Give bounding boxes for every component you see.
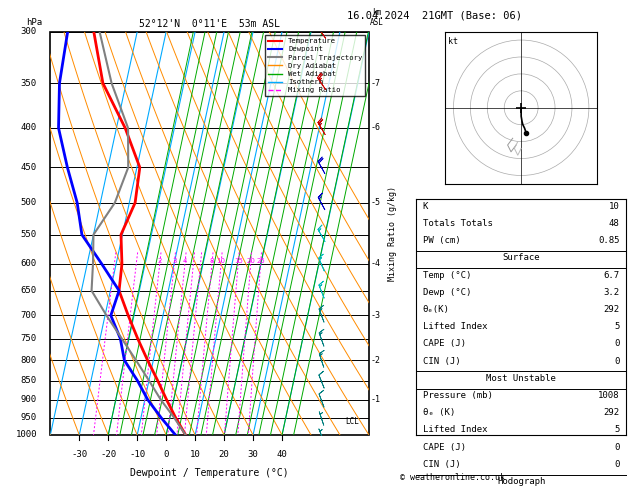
Text: 350: 350 <box>21 79 37 88</box>
Text: 450: 450 <box>21 163 37 172</box>
Text: Hodograph: Hodograph <box>497 477 545 486</box>
Text: 0.85: 0.85 <box>598 236 620 245</box>
Text: 0: 0 <box>614 443 620 451</box>
Text: 30: 30 <box>248 451 259 459</box>
Text: 8: 8 <box>209 258 214 264</box>
Text: 10: 10 <box>216 258 226 264</box>
Text: 20: 20 <box>219 451 230 459</box>
Text: 20: 20 <box>246 258 255 264</box>
Text: CAPE (J): CAPE (J) <box>423 443 465 451</box>
Text: 5: 5 <box>614 425 620 434</box>
Text: -3: -3 <box>370 311 381 320</box>
Text: 48: 48 <box>609 219 620 228</box>
Text: 750: 750 <box>21 334 37 343</box>
Text: 2: 2 <box>157 258 162 264</box>
Text: Dewp (°C): Dewp (°C) <box>423 288 471 297</box>
Text: Totals Totals: Totals Totals <box>423 219 493 228</box>
Text: θₑ(K): θₑ(K) <box>423 305 450 314</box>
Text: -2: -2 <box>370 356 381 364</box>
Text: Pressure (mb): Pressure (mb) <box>423 391 493 400</box>
Text: Lifted Index: Lifted Index <box>423 425 487 434</box>
Text: 550: 550 <box>21 230 37 239</box>
Text: 16.04.2024  21GMT (Base: 06): 16.04.2024 21GMT (Base: 06) <box>347 11 521 20</box>
Text: 5: 5 <box>614 322 620 331</box>
Text: © weatheronline.co.uk: © weatheronline.co.uk <box>401 473 505 482</box>
Text: 292: 292 <box>603 408 620 417</box>
Text: 0: 0 <box>164 451 169 459</box>
Text: 0: 0 <box>614 460 620 469</box>
Text: 1000: 1000 <box>16 431 37 439</box>
Text: Temp (°C): Temp (°C) <box>423 271 471 279</box>
Text: kt: kt <box>448 36 459 46</box>
Text: Mixing Ratio (g/kg): Mixing Ratio (g/kg) <box>388 186 398 281</box>
Text: θₑ (K): θₑ (K) <box>423 408 455 417</box>
Text: Surface: Surface <box>503 253 540 262</box>
Text: -6: -6 <box>370 123 381 133</box>
Text: 40: 40 <box>277 451 287 459</box>
Text: 0: 0 <box>614 357 620 365</box>
Text: 300: 300 <box>21 27 37 36</box>
Text: hPa: hPa <box>26 18 42 27</box>
Text: -4: -4 <box>370 260 381 268</box>
Text: 700: 700 <box>21 311 37 320</box>
Text: 850: 850 <box>21 376 37 385</box>
Text: 500: 500 <box>21 198 37 207</box>
Text: 292: 292 <box>603 305 620 314</box>
Text: 15: 15 <box>234 258 243 264</box>
Text: 650: 650 <box>21 286 37 295</box>
Text: 3: 3 <box>172 258 177 264</box>
Text: 400: 400 <box>21 123 37 133</box>
Text: -30: -30 <box>71 451 87 459</box>
Text: Most Unstable: Most Unstable <box>486 374 556 383</box>
Text: CIN (J): CIN (J) <box>423 357 460 365</box>
Text: 3.2: 3.2 <box>603 288 620 297</box>
Text: 6.7: 6.7 <box>603 271 620 279</box>
Text: km
ASL: km ASL <box>370 8 384 27</box>
Text: 600: 600 <box>21 260 37 268</box>
Text: 1008: 1008 <box>598 391 620 400</box>
Text: Lifted Index: Lifted Index <box>423 322 487 331</box>
Text: 4: 4 <box>183 258 187 264</box>
Text: PW (cm): PW (cm) <box>423 236 460 245</box>
Text: 0: 0 <box>614 339 620 348</box>
Text: LCL: LCL <box>345 417 359 426</box>
Text: 950: 950 <box>21 413 37 422</box>
Text: -1: -1 <box>370 395 381 404</box>
Text: -10: -10 <box>129 451 145 459</box>
Text: K: K <box>423 202 428 211</box>
Text: 25: 25 <box>256 258 265 264</box>
Text: -20: -20 <box>100 451 116 459</box>
Text: CAPE (J): CAPE (J) <box>423 339 465 348</box>
Text: 800: 800 <box>21 356 37 364</box>
Text: -5: -5 <box>370 198 381 207</box>
Title: 52°12'N  0°11'E  53m ASL: 52°12'N 0°11'E 53m ASL <box>139 19 280 30</box>
Text: 10: 10 <box>609 202 620 211</box>
Text: 10: 10 <box>190 451 201 459</box>
Text: Dewpoint / Temperature (°C): Dewpoint / Temperature (°C) <box>130 468 289 478</box>
Text: CIN (J): CIN (J) <box>423 460 460 469</box>
Text: -7: -7 <box>370 79 381 88</box>
Text: 900: 900 <box>21 395 37 404</box>
Legend: Temperature, Dewpoint, Parcel Trajectory, Dry Adiabat, Wet Adiabat, Isotherm, Mi: Temperature, Dewpoint, Parcel Trajectory… <box>265 35 365 96</box>
